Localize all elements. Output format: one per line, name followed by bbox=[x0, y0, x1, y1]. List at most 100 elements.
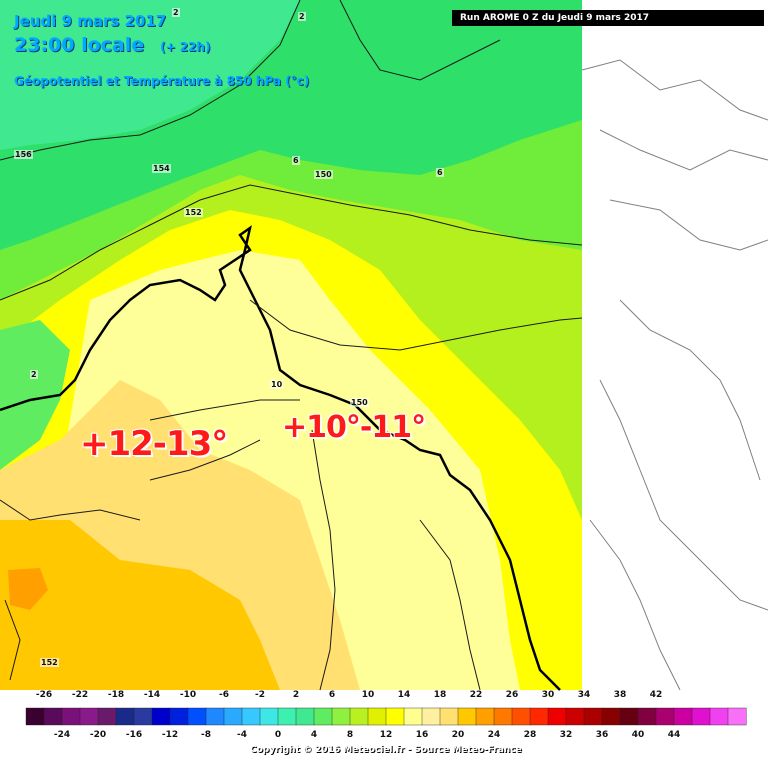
thick-boundary bbox=[0, 225, 561, 691]
border-lines-east bbox=[581, 59, 768, 691]
parameter-title: Géopotentiel et Température à 850 hPa (°… bbox=[14, 74, 310, 88]
legend-tick-bottom: 16 bbox=[415, 730, 429, 740]
contour-label: 150 bbox=[350, 398, 369, 407]
legend-swatch bbox=[421, 707, 441, 726]
legend-swatch bbox=[259, 707, 279, 726]
run-label: Run AROME 0 Z du Jeudi 9 mars 2017 bbox=[452, 10, 764, 26]
legend-swatch bbox=[475, 707, 495, 726]
legend-swatch bbox=[331, 707, 351, 726]
legend-swatch bbox=[295, 707, 315, 726]
legend-tick-top: 18 bbox=[433, 690, 447, 700]
legend-swatch bbox=[403, 707, 423, 726]
copyright: Copyright © 2016 Meteociel.fr - Source M… bbox=[250, 745, 522, 755]
contour-label: 156 bbox=[14, 150, 33, 159]
legend-tick-bottom: 20 bbox=[451, 730, 465, 740]
legend-swatch bbox=[313, 707, 333, 726]
legend-swatch bbox=[79, 707, 99, 726]
legend-tick-bottom: -12 bbox=[161, 730, 179, 740]
legend-tick-bottom: 8 bbox=[346, 730, 354, 740]
legend-tick-bottom: 4 bbox=[310, 730, 318, 740]
legend-tick-top: 2 bbox=[292, 690, 300, 700]
legend-swatch bbox=[133, 707, 153, 726]
legend-tick-top: 6 bbox=[328, 690, 336, 700]
contour-label: 2 bbox=[298, 12, 306, 21]
legend-tick-top: -26 bbox=[35, 690, 53, 700]
legend-tick-bottom: 12 bbox=[379, 730, 393, 740]
field-west-green bbox=[0, 320, 70, 470]
legend-tick-bottom: 40 bbox=[631, 730, 645, 740]
legend-tick-top: -6 bbox=[219, 690, 229, 700]
legend-swatch bbox=[241, 707, 261, 726]
legend-swatch bbox=[565, 707, 585, 726]
legend-swatch bbox=[637, 707, 657, 726]
legend-swatch bbox=[349, 707, 369, 726]
legend-swatch bbox=[61, 707, 81, 726]
legend-tick-bottom: 32 bbox=[559, 730, 573, 740]
field-cyan bbox=[0, 0, 300, 150]
legend-tick-top: -18 bbox=[107, 690, 125, 700]
legend-swatch bbox=[511, 707, 531, 726]
legend-tick-bottom: 0 bbox=[274, 730, 282, 740]
legend-swatch bbox=[673, 707, 693, 726]
legend-tick-top: -2 bbox=[255, 690, 265, 700]
annotation-center: +10°-11° bbox=[282, 410, 426, 445]
contour-lines bbox=[0, 0, 583, 691]
local-time: 23:00 locale bbox=[14, 34, 145, 56]
legend-swatch bbox=[493, 707, 513, 726]
legend-swatch bbox=[97, 707, 117, 726]
legend-tick-bottom: -24 bbox=[53, 730, 71, 740]
legend-swatch bbox=[187, 707, 207, 726]
legend-tick-top: -14 bbox=[143, 690, 161, 700]
legend-swatch bbox=[619, 707, 639, 726]
contour-label: 152 bbox=[184, 208, 203, 217]
legend-bar bbox=[25, 707, 747, 726]
legend-swatch bbox=[367, 707, 387, 726]
legend-swatch bbox=[691, 707, 711, 726]
forecast-date: Jeudi 9 mars 2017 bbox=[14, 12, 167, 30]
legend-swatch bbox=[151, 707, 171, 726]
legend-tick-bottom: 24 bbox=[487, 730, 501, 740]
lead-time: (+ 22h) bbox=[160, 40, 211, 54]
legend-swatch bbox=[601, 707, 621, 726]
legend-swatch bbox=[547, 707, 567, 726]
legend-swatch bbox=[385, 707, 405, 726]
contour-label: 6 bbox=[292, 156, 300, 165]
annotation-west: +12-13° bbox=[80, 424, 228, 464]
legend-tick-top: -10 bbox=[179, 690, 197, 700]
legend-swatch bbox=[439, 707, 459, 726]
legend-swatch bbox=[727, 707, 747, 726]
legend-tick-top: 38 bbox=[613, 690, 627, 700]
contour-label: 152 bbox=[40, 658, 59, 667]
color-legend: -26 -22 -18 -14 -10 -6 -2 2 6 10 14 18 22 26 30 34 38 42-… bbox=[0, 688, 768, 768]
legend-swatch bbox=[709, 707, 729, 726]
legend-swatch bbox=[205, 707, 225, 726]
legend-tick-bottom: -8 bbox=[201, 730, 211, 740]
legend-tick-top: 26 bbox=[505, 690, 519, 700]
legend-swatch bbox=[583, 707, 603, 726]
field-orange bbox=[0, 520, 280, 690]
legend-tick-bottom: -16 bbox=[125, 730, 143, 740]
legend-tick-bottom: 36 bbox=[595, 730, 609, 740]
contour-label: 6 bbox=[436, 168, 444, 177]
legend-swatch bbox=[25, 707, 45, 726]
legend-tick-bottom: 44 bbox=[667, 730, 681, 740]
legend-tick-top: 22 bbox=[469, 690, 483, 700]
contour-label: 150 bbox=[314, 170, 333, 179]
legend-swatch bbox=[277, 707, 297, 726]
legend-tick-bottom: 28 bbox=[523, 730, 537, 740]
legend-swatch bbox=[457, 707, 477, 726]
legend-swatch bbox=[115, 707, 135, 726]
legend-tick-top: 14 bbox=[397, 690, 411, 700]
legend-tick-bottom: -4 bbox=[237, 730, 247, 740]
contour-label: 10 bbox=[270, 380, 284, 389]
contour-label: 2 bbox=[172, 8, 180, 17]
legend-swatch bbox=[529, 707, 549, 726]
legend-swatch bbox=[223, 707, 243, 726]
contour-label: 154 bbox=[152, 164, 171, 173]
legend-swatch bbox=[43, 707, 63, 726]
contour-label: 2 bbox=[30, 370, 38, 379]
legend-tick-top: 10 bbox=[361, 690, 375, 700]
legend-tick-top: 34 bbox=[577, 690, 591, 700]
